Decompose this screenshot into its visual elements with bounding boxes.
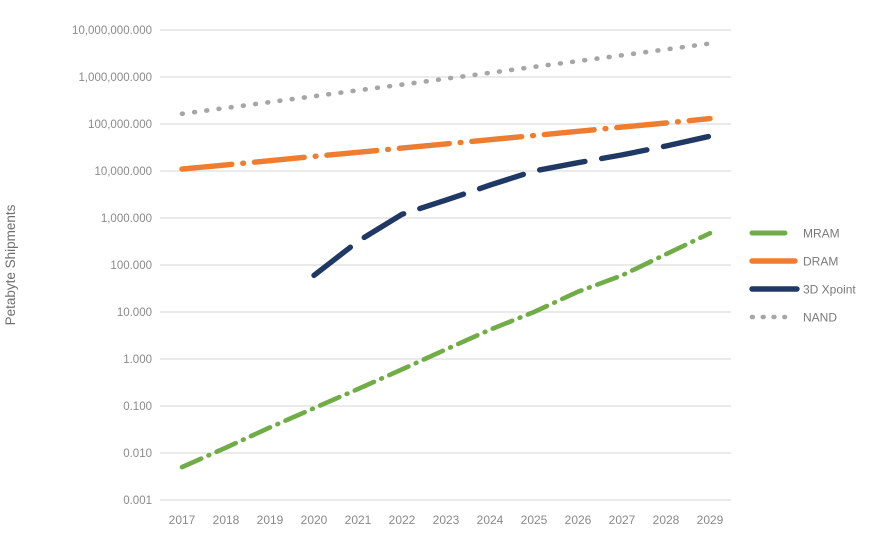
series-layer — [179, 41, 713, 470]
series-line-nand — [179, 41, 713, 117]
y-axis-tick-label: 1.000 — [123, 354, 152, 366]
x-axis-tick-label: 2022 — [389, 513, 416, 527]
legend-item-dram: DRAM — [749, 255, 838, 269]
legend-label: DRAM — [803, 255, 838, 269]
x-axis-tick-label: 2020 — [301, 513, 328, 527]
axis-labels-layer: 10,000,000.000 1,000,000.000 100,000.000 10… — [72, 25, 724, 527]
x-axis-tick-label: 2026 — [565, 513, 592, 527]
gridlines-layer — [160, 29, 731, 501]
y-axis-tick-label: 1,000,000.000 — [78, 72, 152, 84]
x-axis-tick-label: 2021 — [345, 513, 372, 527]
x-axis-tick-label: 2027 — [609, 513, 636, 527]
x-axis-tick-label: 2029 — [697, 513, 724, 527]
legend: MRAM DRAM 3D Xpoint NAND — [749, 227, 856, 325]
y-axis-tick-label: 0.001 — [123, 495, 152, 507]
y-axis-tick-label: 10,000.000 — [94, 166, 152, 178]
y-axis-tick-label: 0.010 — [123, 448, 152, 460]
y-axis-tick-label: 10.000 — [117, 307, 152, 319]
y-axis-tick-label: 100.000 — [110, 260, 152, 272]
x-axis-tick-label: 2028 — [653, 513, 680, 527]
y-axis-title: Petabyte Shipments — [3, 204, 18, 325]
series-line-mram — [179, 230, 713, 470]
y-axis-tick-label: 10,000,000.000 — [72, 25, 152, 37]
series-line-dram — [179, 115, 713, 172]
legend-label: NAND — [803, 311, 837, 325]
legend-item-mram: MRAM — [749, 227, 840, 241]
x-axis-tick-label: 2017 — [169, 513, 196, 527]
x-axis-tick-label: 2025 — [521, 513, 548, 527]
legend-label: 3D Xpoint — [803, 283, 856, 297]
legend-item-3d-xpoint: 3D Xpoint — [749, 283, 856, 297]
y-axis-tick-label: 1,000.000 — [101, 213, 152, 225]
x-axis-tick-label: 2018 — [213, 513, 240, 527]
x-axis-tick-label: 2024 — [477, 513, 504, 527]
y-axis-tick-label: 100,000.000 — [88, 119, 152, 131]
series-line-3d-xpoint — [311, 133, 713, 279]
y-axis-tick-label: 0.100 — [123, 401, 152, 413]
x-axis-tick-label: 2023 — [433, 513, 460, 527]
legend-item-nand: NAND — [749, 311, 837, 325]
legend-label: MRAM — [803, 227, 840, 241]
x-axis-tick-label: 2019 — [257, 513, 284, 527]
